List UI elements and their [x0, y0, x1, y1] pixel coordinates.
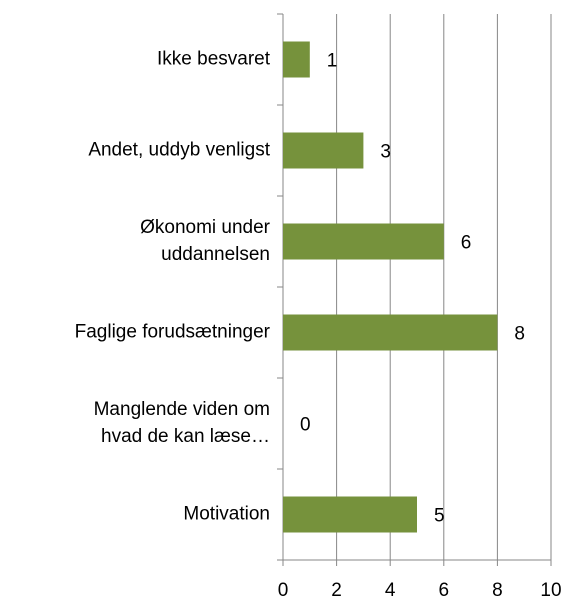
- x-tick-label: 2: [331, 580, 342, 601]
- y-tick-label: Ikke besvaret: [157, 49, 271, 70]
- y-tick-label: Andet, uddyb venligst: [88, 140, 270, 161]
- bar: [283, 41, 310, 78]
- value-label: 1: [327, 51, 338, 72]
- x-tick-label: 8: [492, 580, 503, 601]
- bar: [283, 314, 498, 351]
- bar: [283, 223, 444, 260]
- value-label: 6: [461, 233, 472, 254]
- value-label: 3: [380, 142, 391, 163]
- x-tick-label: 4: [385, 580, 396, 601]
- value-label: 8: [514, 324, 525, 345]
- x-tick-label: 10: [540, 580, 561, 601]
- bar: [283, 132, 364, 169]
- value-label: 0: [300, 415, 311, 436]
- y-tick-label: Motivation: [183, 504, 270, 525]
- y-tick-label: Manglende viden om hvad de kan læse…: [94, 399, 270, 447]
- y-tick-label: Økonomi under uddannelsen: [140, 217, 271, 265]
- x-tick-label: 6: [439, 580, 450, 601]
- x-tick-label: 0: [278, 580, 289, 601]
- value-label: 5: [434, 506, 445, 527]
- bar: [283, 496, 417, 533]
- y-tick-label: Faglige forudsætninger: [75, 322, 271, 343]
